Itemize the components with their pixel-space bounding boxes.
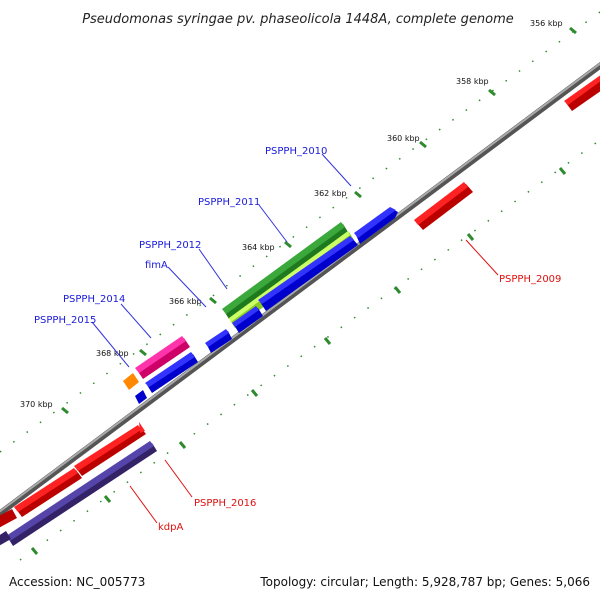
leader-lines-red	[129, 239, 499, 524]
label-fimA[interactable]: fimA	[145, 260, 168, 271]
tick-label-362: 362 kbp	[314, 189, 347, 198]
gene-fimA[interactable]	[232, 306, 263, 333]
gene-red-lower-a[interactable]	[14, 468, 82, 517]
leader-lines-blue	[91, 153, 352, 368]
gene-red-topright[interactable]	[564, 72, 600, 111]
gene-PSPPH_2010[interactable]	[354, 207, 398, 244]
label-PSPPH_2016[interactable]: PSPPH_2016	[194, 498, 256, 509]
tick-label-356: 356 kbp	[530, 19, 563, 28]
genome-backbone	[0, 61, 600, 518]
label-PSPPH_2012[interactable]: PSPPH_2012	[139, 240, 201, 251]
tick-label-358: 358 kbp	[456, 77, 489, 86]
label-PSPPH_2014[interactable]: PSPPH_2014	[63, 294, 125, 305]
tick-label-368: 368 kbp	[96, 349, 129, 358]
gene-PSPPH_2014[interactable]	[135, 336, 190, 379]
gene-PSPPH_2015[interactable]	[123, 373, 139, 390]
label-kdpA[interactable]: kdpA	[158, 522, 183, 533]
tick-label-366: 366 kbp	[169, 297, 202, 306]
topology-summary: Topology: circular; Length: 5,928,787 bp…	[259, 575, 590, 589]
gene-small-blue-a[interactable]	[205, 329, 232, 353]
accession-text: Accession: NC_005773	[9, 575, 145, 589]
gene-PSPPH_2012[interactable]	[258, 236, 358, 311]
gene-PSPPH_2011-outer[interactable]	[222, 222, 348, 319]
tick-label-370: 370 kbp	[20, 400, 53, 409]
gene-PSPPH_2016[interactable]	[74, 422, 146, 476]
gene-small-blue-c[interactable]	[135, 390, 147, 404]
label-PSPPH_2009[interactable]: PSPPH_2009	[499, 274, 561, 285]
map-title: Pseudomonas syringae pv. phaseolicola 14…	[82, 12, 514, 27]
gene-blue-b[interactable]	[145, 352, 198, 393]
tick-label-360: 360 kbp	[387, 134, 420, 143]
label-PSPPH_2015[interactable]: PSPPH_2015	[34, 315, 96, 326]
label-PSPPH_2010[interactable]: PSPPH_2010	[265, 146, 327, 157]
outer-tick-rail	[0, 11, 600, 453]
gene-kdpA[interactable]	[6, 441, 157, 546]
gene-kdpA-left[interactable]	[0, 531, 11, 548]
gene-red-lower-b[interactable]	[0, 509, 17, 530]
label-PSPPH_2011[interactable]: PSPPH_2011	[198, 197, 260, 208]
major-ticks-outer	[61, 26, 577, 415]
major-ticks-inner	[30, 167, 567, 555]
tick-label-364: 364 kbp	[242, 243, 275, 252]
gene-PSPPH_2009[interactable]	[414, 182, 473, 230]
